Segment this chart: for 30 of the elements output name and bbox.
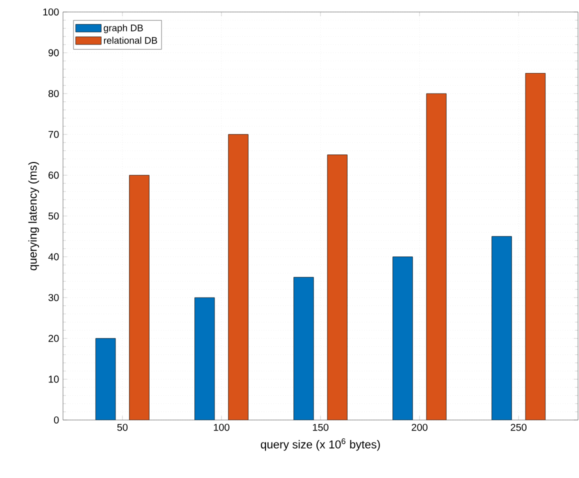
y-tick-label: 60 <box>48 172 59 179</box>
bar <box>426 93 446 420</box>
bar <box>194 297 215 420</box>
y-tick-label: 100 <box>43 8 59 16</box>
y-tick-label: 30 <box>48 294 59 302</box>
x-tick-label: 50 <box>117 424 128 431</box>
bar <box>129 175 150 420</box>
y-tick-label: 0 <box>54 416 59 424</box>
y-tick-label: 10 <box>48 376 59 383</box>
bar <box>327 154 348 420</box>
y-tick-label: 40 <box>48 253 59 260</box>
x-tick-label: 150 <box>312 424 328 431</box>
bar <box>392 256 413 420</box>
bar <box>492 236 512 420</box>
y-tick-label: 90 <box>48 49 59 56</box>
legend-label: graph DB <box>104 24 143 34</box>
bar <box>95 338 116 420</box>
bar <box>228 134 248 420</box>
y-tick-label: 20 <box>48 334 59 342</box>
y-tick-label: 50 <box>48 212 59 220</box>
y-tick-label: 80 <box>48 90 59 98</box>
y-axis-title: querying latency (ms) <box>28 162 40 270</box>
x-axis-title: query size (x 10$^{6}$ bytes) <box>260 438 380 451</box>
y-tick-label: 70 <box>48 130 59 138</box>
x-tick-label: 200 <box>412 424 428 431</box>
legend-label: relational DB <box>104 36 158 44</box>
x-tick-label: 100 <box>214 424 230 431</box>
bar <box>525 73 546 420</box>
x-tick-label: 250 <box>510 424 527 431</box>
bar <box>294 277 314 420</box>
